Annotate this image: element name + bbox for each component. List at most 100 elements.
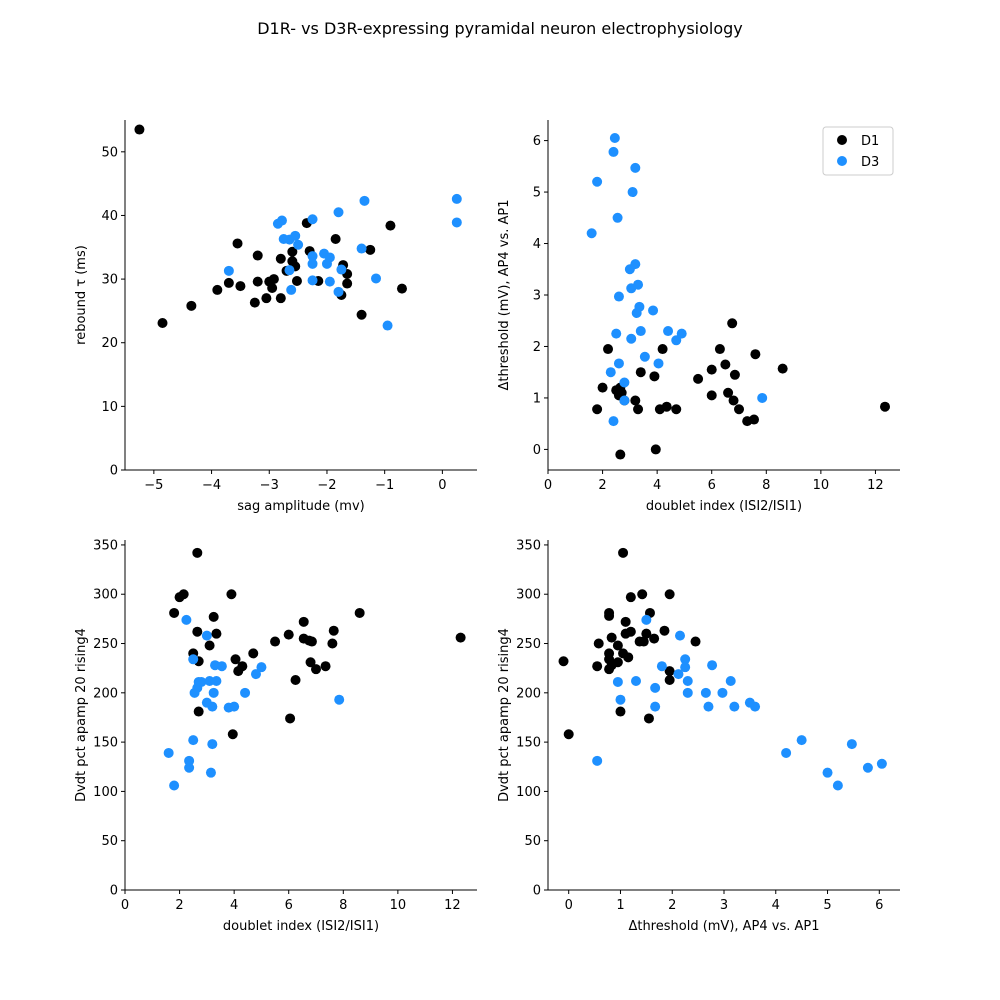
data-point-d1 bbox=[385, 220, 396, 231]
data-point-d1 bbox=[597, 382, 608, 393]
data-point-d1 bbox=[305, 657, 316, 668]
x-tick-label: 4 bbox=[653, 478, 661, 493]
data-point-d1 bbox=[283, 629, 294, 640]
data-point-d3 bbox=[356, 243, 367, 254]
y-tick-label: 300 bbox=[93, 588, 118, 603]
series-d3 bbox=[223, 193, 462, 331]
legend-frame bbox=[822, 126, 894, 176]
data-point-d3 bbox=[451, 217, 462, 228]
data-point-d3 bbox=[229, 701, 240, 712]
data-point-d1 bbox=[212, 284, 223, 295]
y-tick-label: 200 bbox=[93, 686, 118, 701]
data-point-d1 bbox=[563, 729, 574, 740]
data-point-d3 bbox=[650, 701, 661, 712]
y-tick-label: 50 bbox=[524, 834, 541, 849]
x-tick-label: 4 bbox=[230, 898, 238, 913]
data-point-d3 bbox=[619, 377, 630, 388]
x-tick-label: 3 bbox=[720, 898, 728, 913]
data-point-d1 bbox=[226, 589, 237, 600]
data-point-d1 bbox=[729, 369, 740, 380]
data-point-d3 bbox=[781, 747, 792, 758]
x-tick-label: 2 bbox=[175, 898, 183, 913]
x-tick-label: 1 bbox=[616, 898, 624, 913]
data-point-d3 bbox=[717, 687, 728, 698]
data-point-d3 bbox=[682, 687, 693, 698]
y-tick-label: 4 bbox=[533, 237, 541, 252]
data-point-d3 bbox=[846, 739, 857, 750]
y-tick-label: 200 bbox=[516, 686, 541, 701]
data-point-d3 bbox=[757, 392, 768, 403]
data-point-d1 bbox=[248, 648, 259, 659]
data-point-d1 bbox=[232, 238, 243, 249]
y-axis-label: Dvdt pct apamp 20 rising4 bbox=[74, 628, 89, 802]
x-axis-label: doublet index (ISI2/ISI1) bbox=[646, 499, 802, 514]
data-point-d3 bbox=[290, 230, 301, 241]
data-point-d1 bbox=[328, 625, 339, 636]
data-point-d1 bbox=[252, 250, 263, 261]
y-tick-label: 30 bbox=[101, 273, 118, 288]
data-point-d1 bbox=[618, 547, 629, 558]
data-point-d1 bbox=[235, 281, 246, 292]
data-point-d1 bbox=[728, 395, 739, 406]
y-tick-label: 40 bbox=[101, 209, 118, 224]
data-point-d1 bbox=[227, 729, 238, 740]
data-point-d3 bbox=[619, 395, 630, 406]
data-point-d1 bbox=[290, 675, 301, 685]
data-point-d1 bbox=[252, 276, 263, 287]
series-d1 bbox=[134, 124, 407, 328]
data-point-d1 bbox=[749, 414, 760, 425]
y-axis-label: Dvdt pct apamp 20 rising4 bbox=[497, 628, 512, 802]
series-d1 bbox=[169, 547, 466, 740]
data-point-d3 bbox=[703, 701, 714, 712]
data-point-d3 bbox=[862, 762, 873, 773]
x-tick-label: 8 bbox=[339, 898, 347, 913]
data-point-d3 bbox=[276, 215, 287, 226]
data-point-d3 bbox=[336, 264, 347, 275]
x-tick-label: 2 bbox=[598, 478, 606, 493]
y-tick-label: 300 bbox=[516, 588, 541, 603]
data-point-d1 bbox=[620, 616, 631, 627]
data-point-d3 bbox=[609, 133, 620, 144]
y-tick-label: 5 bbox=[533, 186, 541, 201]
data-point-d1 bbox=[671, 404, 682, 415]
y-tick-label: 2 bbox=[533, 340, 541, 355]
data-point-d1 bbox=[157, 318, 168, 328]
data-point-d3 bbox=[725, 675, 736, 686]
data-point-d3 bbox=[371, 273, 382, 284]
data-point-d1 bbox=[633, 404, 644, 415]
x-axis-label: doublet index (ISI2/ISI1) bbox=[223, 919, 379, 934]
data-point-d3 bbox=[676, 328, 687, 339]
series-d3 bbox=[163, 614, 345, 791]
x-tick-label: 5 bbox=[823, 898, 831, 913]
data-point-d3 bbox=[680, 662, 691, 673]
data-point-d3 bbox=[333, 286, 344, 297]
data-point-d3 bbox=[250, 669, 261, 680]
subplot-3: 0 2 4 6 8 10 12 0 50 100 150 200 250 300 350 doublet in… bbox=[74, 538, 477, 934]
data-point-d1 bbox=[270, 636, 281, 647]
data-point-d3 bbox=[307, 214, 318, 225]
data-point-d3 bbox=[633, 279, 644, 290]
data-point-d3 bbox=[184, 755, 195, 766]
data-point-d3 bbox=[188, 654, 199, 665]
data-point-d1 bbox=[603, 344, 614, 355]
data-point-d1 bbox=[612, 657, 623, 668]
x-tick-label: −1 bbox=[375, 478, 394, 493]
legend-label-d3: D3 bbox=[861, 155, 879, 170]
data-point-d1 bbox=[616, 387, 627, 398]
data-point-d1 bbox=[237, 661, 248, 672]
data-point-d1 bbox=[625, 592, 636, 603]
data-point-d1 bbox=[649, 633, 660, 644]
data-point-d1 bbox=[690, 636, 701, 647]
data-point-d3 bbox=[663, 326, 674, 337]
data-point-d1 bbox=[365, 244, 376, 255]
data-point-d3 bbox=[605, 367, 616, 378]
data-point-d3 bbox=[451, 193, 462, 204]
data-point-d3 bbox=[211, 675, 222, 686]
data-point-d1 bbox=[306, 636, 317, 647]
data-point-d3 bbox=[334, 694, 345, 705]
data-point-d3 bbox=[240, 687, 251, 698]
data-point-d1 bbox=[275, 253, 286, 264]
series-d3 bbox=[592, 614, 887, 791]
